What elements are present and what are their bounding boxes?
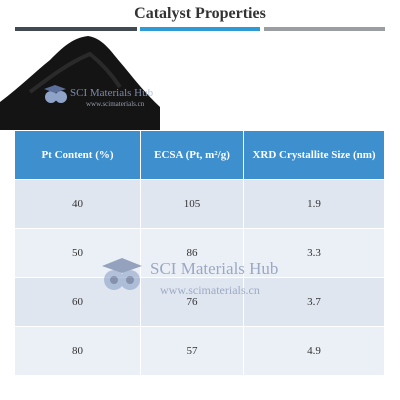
cell: 105 [140, 179, 244, 229]
cell: 60 [15, 277, 141, 327]
column-header: Pt Content (%) [15, 131, 141, 180]
cell: 1.9 [243, 179, 385, 229]
column-header: XRD Crystallite Size (nm) [243, 131, 385, 180]
table-row: 80 57 4.9 [15, 326, 385, 375]
watermark-url: www.scimaterials.cn [86, 100, 145, 108]
powder-image [0, 36, 160, 130]
properties-table: Pt Content (%) ECSA (Pt, m²/g) XRD Cryst… [15, 131, 385, 375]
table-row: 60 76 3.7 [15, 277, 385, 327]
title: Catalyst Properties [134, 5, 266, 22]
watermark-name: SCI Materials Hub [70, 87, 154, 99]
divider-bar [140, 27, 260, 31]
cell: 80 [15, 326, 141, 375]
table-row: 40 105 1.9 [15, 179, 385, 229]
watermark-url: www.scimaterials.cn [160, 283, 260, 297]
cell: 40 [15, 179, 141, 229]
table-row: 50 86 3.3 [15, 228, 385, 278]
divider-bar [264, 27, 385, 31]
divider-bar [15, 27, 137, 31]
cell: 86 [140, 228, 244, 278]
watermark-logo [44, 85, 67, 103]
watermark-name: SCI Materials Hub [150, 259, 279, 278]
watermark-logo [102, 258, 142, 290]
header-row: Pt Content (%) ECSA (Pt, m²/g) XRD Cryst… [15, 131, 385, 180]
column-header: ECSA (Pt, m²/g) [140, 131, 244, 180]
cell: 4.9 [243, 326, 385, 375]
cell: 3.7 [243, 277, 385, 327]
cell: 76 [140, 277, 244, 327]
cell: 57 [140, 326, 244, 375]
cell: 3.3 [243, 228, 385, 278]
